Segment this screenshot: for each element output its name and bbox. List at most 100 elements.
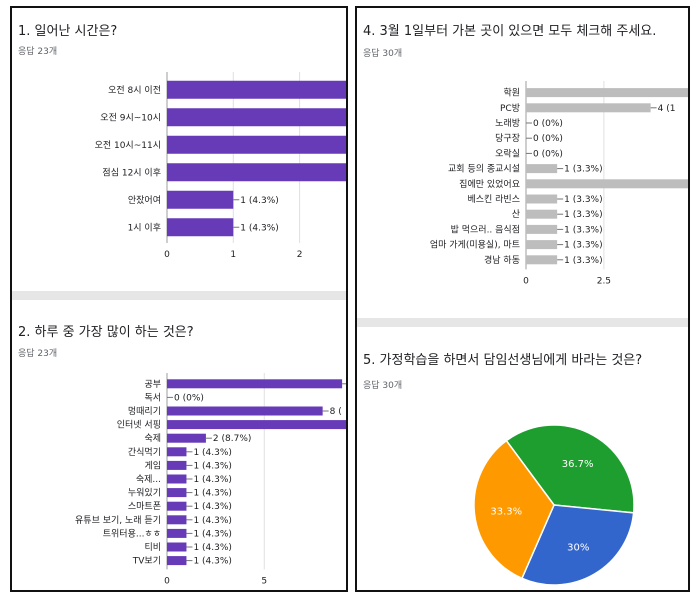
bar: [167, 474, 187, 484]
category-label: 멍때리기: [128, 406, 161, 417]
q1-title: 1. 일어난 시간은?: [18, 24, 118, 39]
category-label: 안잤어여: [128, 194, 161, 206]
bar: [526, 103, 651, 113]
bar: [526, 209, 558, 219]
category-label: 교회 등의 종교시설: [448, 164, 520, 175]
category-label: 당구장: [495, 133, 520, 144]
value-label: 1 (4.3%): [193, 475, 231, 485]
value-label: 1 (3.3%): [564, 165, 602, 175]
x-tick-label: 2.5: [597, 276, 611, 286]
category-label: 산: [512, 209, 520, 220]
x-tick-label: 2: [297, 250, 303, 260]
value-label: 0 (0%): [533, 149, 563, 159]
value-label: 1 (3.3%): [564, 225, 602, 235]
q4-response-count: 응답 30개: [363, 49, 403, 59]
category-label: 노래방: [495, 118, 520, 129]
value-label: 0 (0%): [174, 393, 204, 403]
bar: [167, 420, 346, 430]
x-tick-label: 0: [523, 276, 529, 286]
section-divider: [357, 318, 688, 327]
value-label: 1 (3.3%): [564, 210, 602, 220]
value-label: 0 (0%): [533, 119, 563, 129]
value-label: 1 (3.3%): [564, 256, 602, 266]
category-label: 학원: [503, 88, 520, 99]
value-label: 1 (3.3%): [564, 195, 602, 205]
category-label: 집에만 있었어요: [459, 178, 520, 190]
category-label: 스마트폰: [128, 501, 161, 512]
category-label: 공부: [144, 379, 161, 390]
category-label: 밥 먹으러.. 음식점: [451, 223, 520, 235]
category-label: 엄마 가게(미용실), 마트: [430, 239, 520, 251]
category-label: 1시 이후: [128, 222, 161, 233]
x-tick-label: 5: [261, 576, 267, 586]
bar: [167, 218, 234, 237]
bar: [167, 447, 187, 457]
category-label: 베스킨 라빈스: [467, 194, 520, 205]
pie-slice-label: 33.3%: [490, 506, 522, 517]
bar: [167, 433, 206, 443]
category-label: 티비: [144, 542, 161, 553]
q5-pie-chart: 36.7% 30% 33.3%: [473, 424, 635, 586]
category-label: 숙제: [144, 433, 161, 444]
pie-slice-label: 30%: [567, 542, 589, 553]
bar: [526, 255, 558, 265]
bar: [167, 488, 187, 498]
category-label: 유튜브 보기, 노래 듣기: [75, 515, 161, 526]
bar: [167, 501, 187, 511]
bar: [526, 88, 688, 98]
category-label: 오전 10시~11시: [95, 140, 161, 151]
q4-title: 4. 3월 1일부터 가본 곳이 있으면 모두 체크해 주세요.: [363, 24, 657, 39]
bar: [167, 515, 187, 525]
value-label: 1 (4.3%): [193, 516, 231, 526]
x-tick-label: 0: [164, 576, 170, 586]
bar: [167, 460, 187, 470]
bar: [167, 379, 343, 389]
right-panel: 4. 3월 1일부터 가본 곳이 있으면 모두 체크해 주세요. 응답 30개 …: [355, 6, 690, 592]
bar: [167, 406, 323, 416]
value-label: 2 (8.7%): [213, 434, 251, 444]
category-label: 간식먹기: [128, 447, 161, 458]
value-label: 1 (4.3%): [193, 529, 231, 539]
q2-title: 2. 하루 중 가장 많이 하는 것은?: [18, 325, 194, 340]
q5-title: 5. 가정학습을 하면서 담임선생님에게 바라는 것은?: [363, 353, 643, 368]
category-label: PC방: [500, 103, 520, 114]
value-label: 0 (0%): [533, 134, 563, 144]
category-label: TV보기: [132, 556, 161, 567]
q5-response-count: 응답 30개: [363, 381, 403, 391]
value-label: 1 (4.3%): [193, 557, 231, 567]
value-label: 1 (4.3%): [193, 461, 231, 471]
bar: [167, 80, 346, 99]
value-label: 8 (: [330, 407, 342, 417]
value-label: 1 (4.3%): [240, 196, 278, 206]
pie-slice: [520, 504, 635, 586]
category-label: 게임: [144, 459, 161, 471]
bar: [167, 190, 234, 209]
category-label: 오전 9시~10시: [100, 112, 161, 123]
value-label: 1 (4.3%): [193, 502, 231, 512]
category-label: 점심 12시 이후: [102, 166, 161, 178]
value-label: 1 (4.3%): [193, 448, 231, 458]
category-label: 인터넷 서핑: [117, 420, 161, 431]
pie-slice-label: 36.7%: [562, 459, 594, 470]
bar: [526, 194, 558, 204]
bar: [526, 164, 558, 174]
bar: [526, 179, 688, 189]
value-label: 1 (4.3%): [193, 489, 231, 499]
category-label: 누워있기: [128, 487, 161, 499]
bar: [167, 542, 187, 552]
q1-response-count: 응답 23개: [18, 47, 58, 57]
value-label: 4 (1: [658, 104, 676, 114]
bar: [526, 224, 558, 234]
category-label: 숙제...: [136, 474, 161, 485]
bar: [167, 108, 346, 127]
x-tick-label: 1: [230, 250, 236, 260]
value-label: 1 (3.3%): [564, 241, 602, 251]
bar: [526, 240, 558, 250]
section-divider: [12, 291, 346, 300]
x-tick-label: 0: [164, 250, 170, 260]
bar: [167, 528, 187, 538]
